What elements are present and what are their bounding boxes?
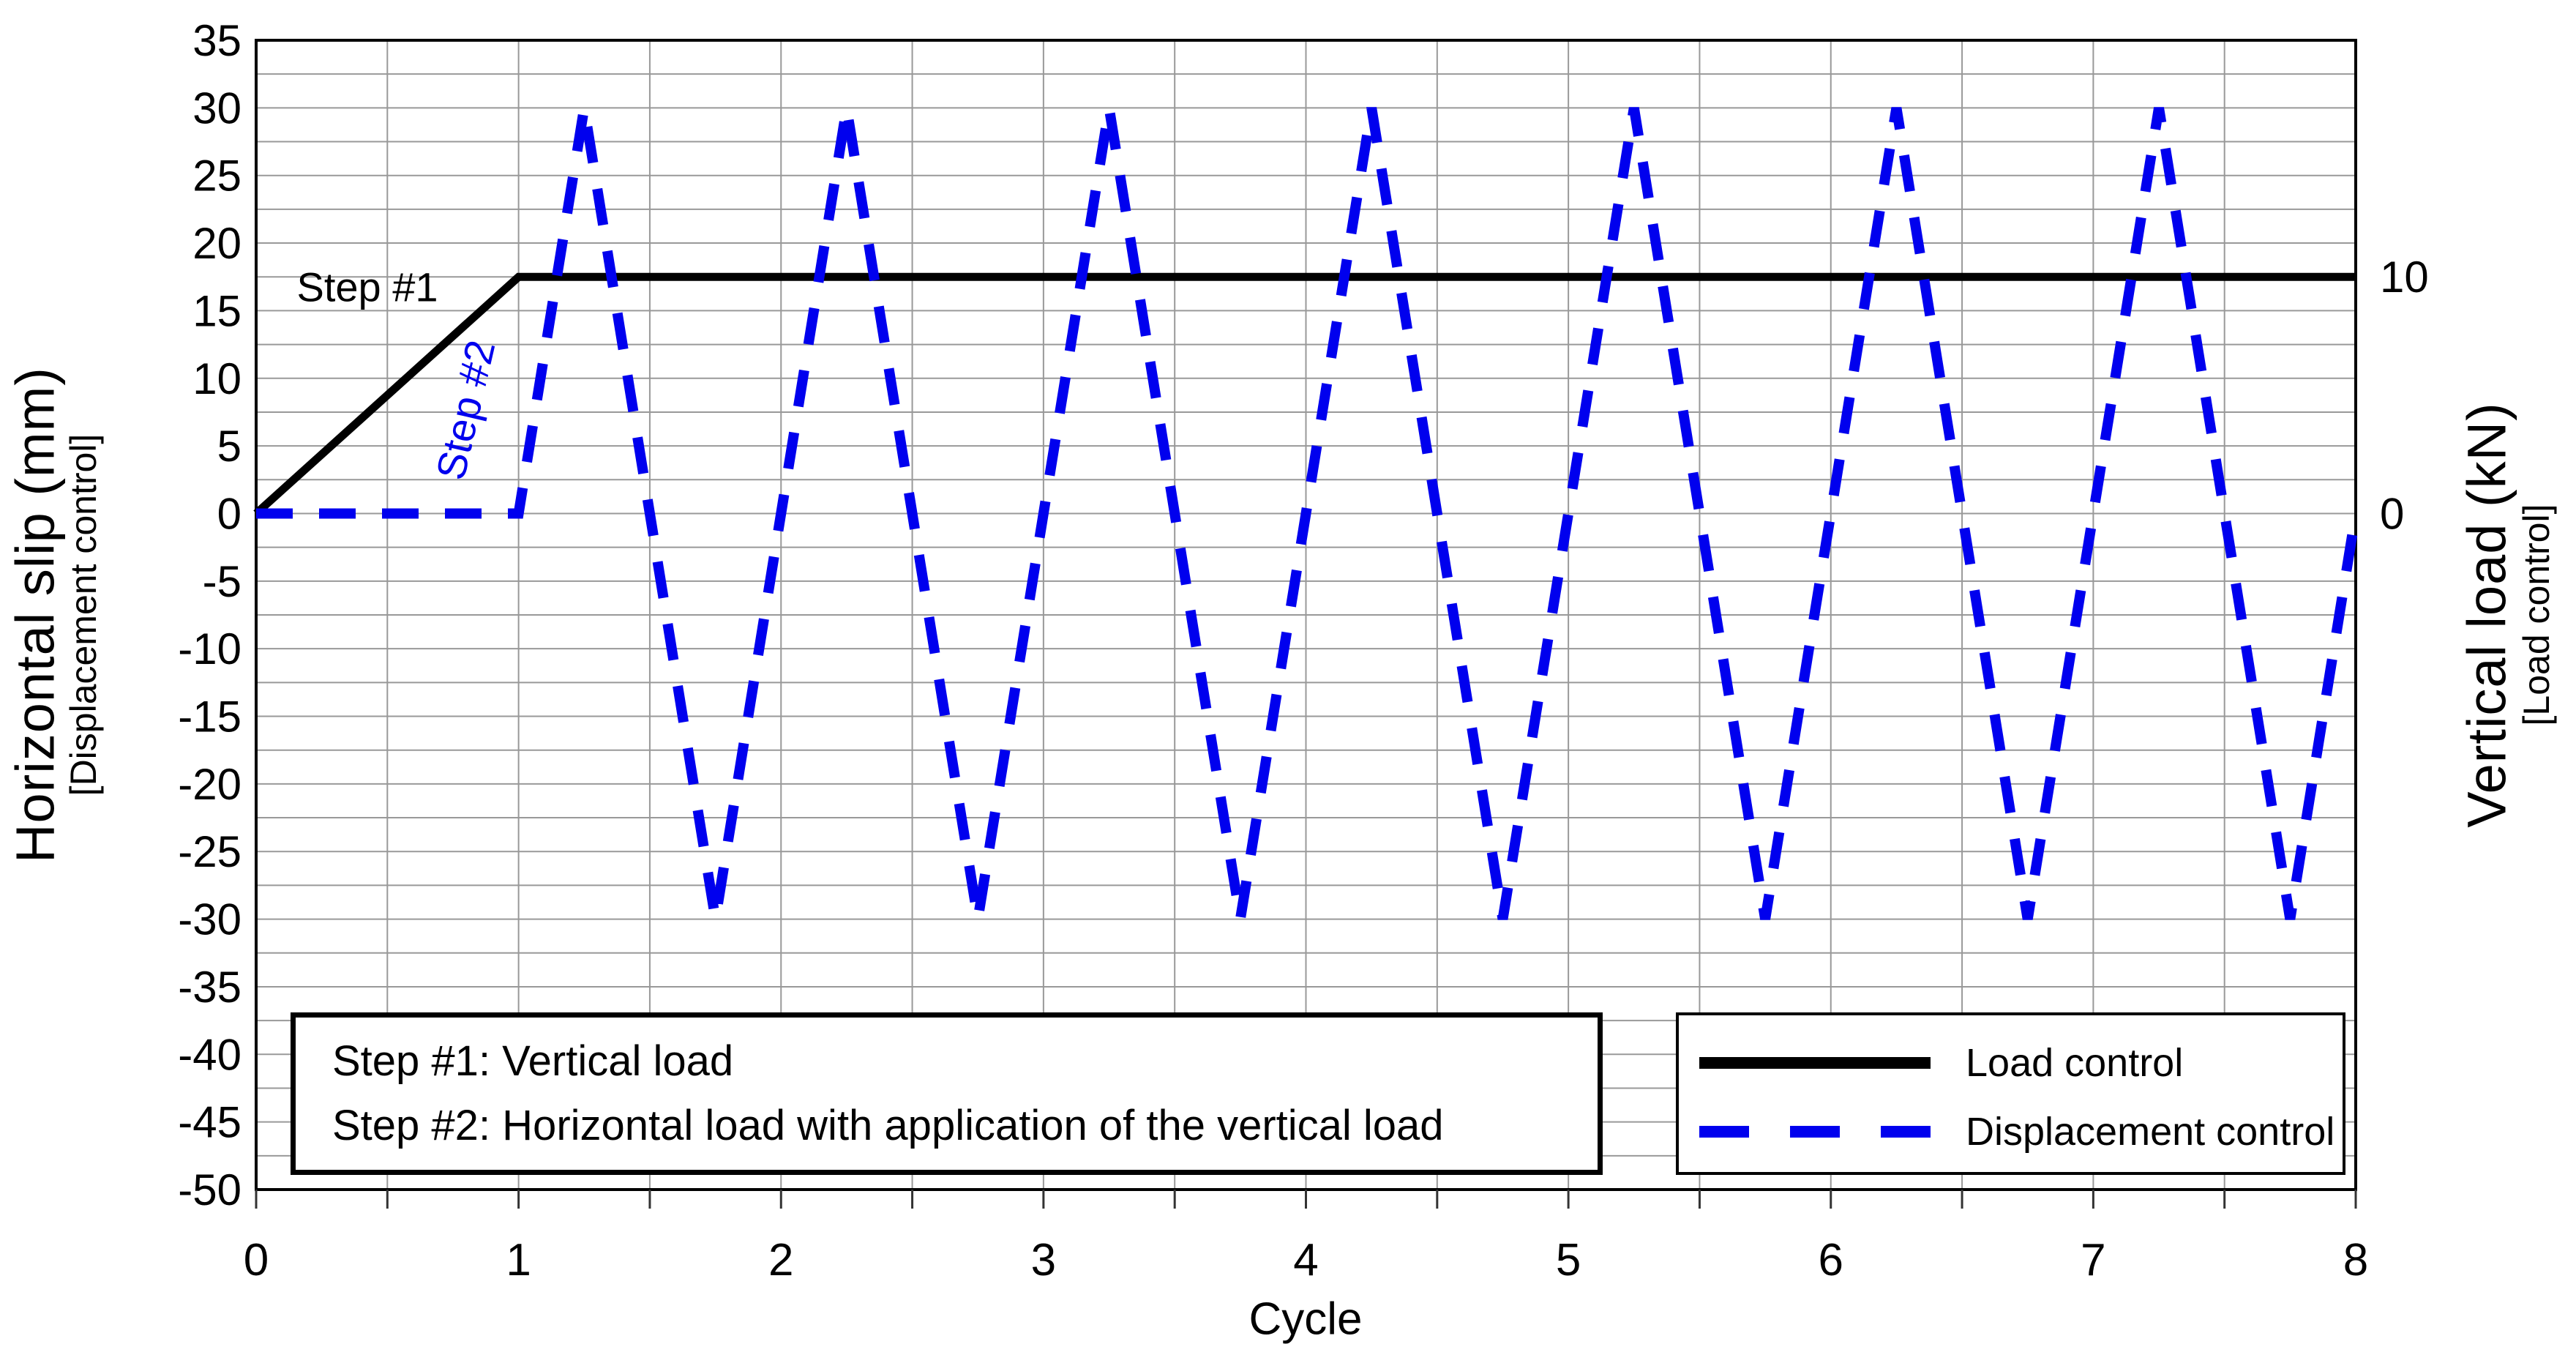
annotation-step1: Step #1 [296, 264, 438, 310]
legend-row-displacement-control: Displacement control [1679, 1106, 2343, 1157]
left-tick-label: 15 [192, 286, 242, 335]
left-tick-label: -45 [178, 1098, 242, 1147]
left-tick-label: -30 [178, 895, 242, 944]
x-axis-title: Cycle [1248, 1294, 1363, 1345]
x-tick-label: 2 [768, 1235, 793, 1285]
x-tick-label: 6 [1819, 1235, 1843, 1285]
left-axis-subtitle: [Displacement control] [63, 433, 104, 796]
left-tick-label: 0 [217, 489, 242, 538]
left-tick-label: -5 [203, 557, 242, 606]
series-load-control [253, 272, 2356, 517]
legend-solid-line-sample [1699, 1057, 1931, 1069]
left-tick-label: -15 [178, 693, 242, 742]
left-tick-label: -10 [178, 624, 242, 673]
left-tick-label: -50 [178, 1165, 242, 1214]
left-tick-label: -25 [178, 827, 242, 876]
legend: Load control Displacement control [1676, 1012, 2345, 1175]
right-axis-title: Vertical load (kN) [2456, 402, 2517, 828]
left-tick-label: 30 [192, 83, 242, 132]
right-axis-subtitle: [Load control] [2516, 504, 2557, 726]
x-tick-label: 1 [506, 1235, 531, 1285]
legend-row-load-control: Load control [1679, 1037, 2343, 1089]
steps-note-box: Step #1: Vertical load Step #2: Horizont… [291, 1012, 1603, 1175]
x-tick-label: 4 [1293, 1235, 1318, 1285]
left-tick-label: 10 [192, 354, 242, 403]
legend-label-load-control: Load control [1966, 1041, 2184, 1085]
x-tick-label: 8 [2343, 1235, 2368, 1285]
left-tick-label: -20 [178, 760, 242, 809]
left-tick-label: 20 [192, 219, 242, 268]
right-tick-label: 0 [2380, 489, 2404, 538]
left-tick-label: -35 [178, 963, 242, 1012]
left-tick-label: -40 [178, 1030, 242, 1079]
series-displacement-control [256, 107, 2361, 920]
x-tick-label: 3 [1031, 1235, 1056, 1285]
note-line-step2: Step #2: Horizontal load with applicatio… [332, 1102, 1444, 1150]
right-tick-label: 10 [2380, 253, 2429, 302]
left-tick-label: 5 [217, 422, 242, 471]
legend-dashed-line-sample [1699, 1126, 1931, 1138]
legend-label-displacement-control: Displacement control [1966, 1110, 2335, 1154]
x-tick-label: 5 [1556, 1235, 1581, 1285]
left-tick-label: 25 [192, 152, 242, 201]
note-line-step1: Step #1: Vertical load [332, 1037, 734, 1085]
left-axis-title: Horizontal slip (mm) [4, 367, 66, 863]
left-tick-label: 35 [192, 16, 242, 65]
x-tick-label: 7 [2081, 1235, 2105, 1285]
x-tick-label: 0 [244, 1235, 269, 1285]
